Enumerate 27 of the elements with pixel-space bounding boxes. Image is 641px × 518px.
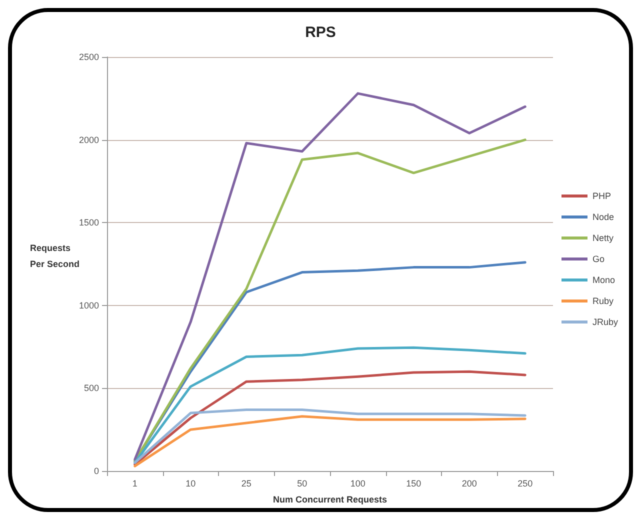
x-tick-label: 50	[297, 478, 308, 488]
legend-label: Mono	[592, 275, 616, 285]
x-tick-label: 100	[350, 478, 366, 488]
x-tick-label: 25	[241, 478, 252, 488]
x-tick-label: 150	[406, 478, 422, 488]
legend-label: Node	[592, 212, 614, 222]
x-tick-label: 1	[132, 478, 138, 488]
legend-label: JRuby	[592, 317, 618, 327]
y-tick-label: 500	[84, 383, 99, 394]
chart-title: RPS	[305, 24, 336, 41]
x-tick-label: 200	[462, 478, 477, 488]
y-tick-label: 1500	[78, 218, 99, 228]
y-tick-label: 0	[94, 466, 99, 476]
legend-label: Netty	[592, 233, 614, 243]
x-axis-title: Num Concurrent Requests	[272, 494, 388, 504]
y-axis-title: Requests Per Second	[30, 243, 80, 269]
y-tick-label: 1000	[78, 300, 99, 310]
x-tick-label: 250	[518, 478, 533, 488]
y-tick-label: 2000	[78, 134, 99, 145]
line-series	[134, 415, 526, 468]
line-series	[134, 408, 526, 464]
line-series	[134, 370, 526, 466]
y-tick-label: 2500	[78, 52, 99, 62]
legend-label: Go	[592, 254, 605, 264]
legend-label: Ruby	[592, 296, 614, 306]
x-tick-label: 10	[186, 478, 196, 488]
legend-label: PHP	[592, 191, 612, 201]
